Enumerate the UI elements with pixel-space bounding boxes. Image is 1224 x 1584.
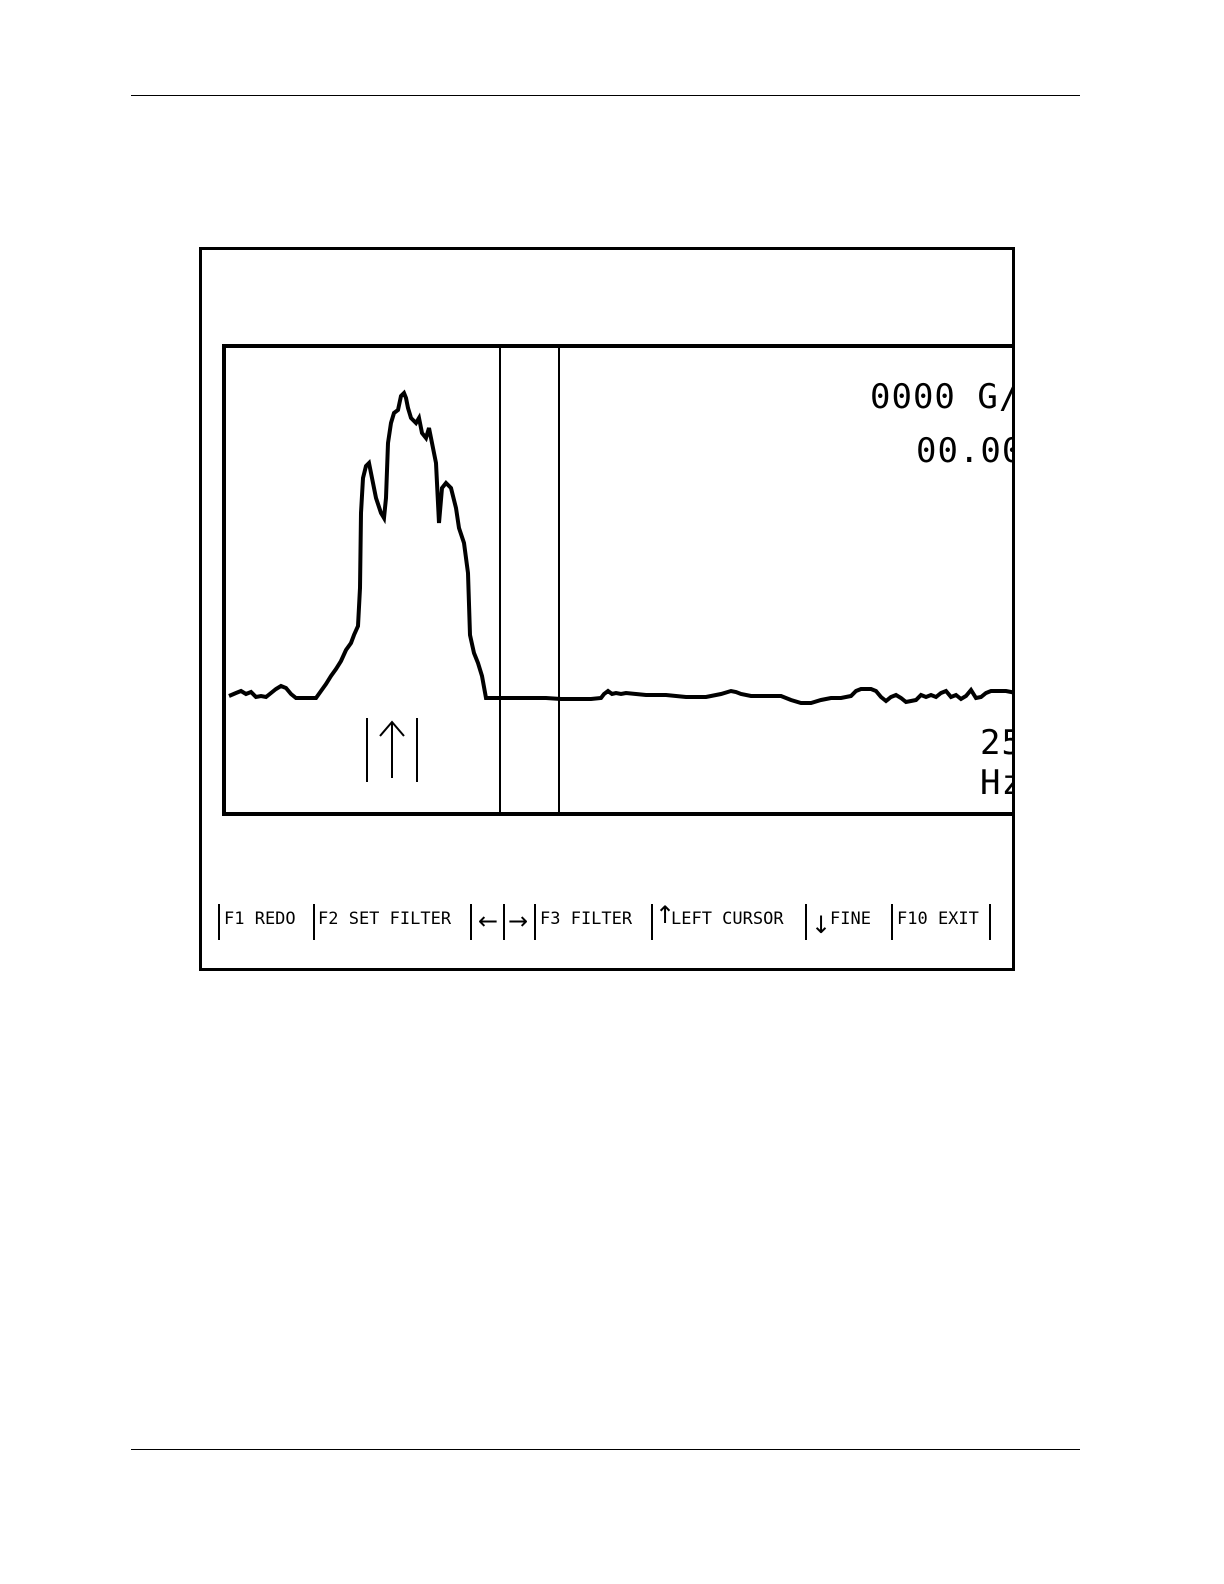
value-readout: 00.00	[916, 431, 1015, 471]
right-cursor-line[interactable]	[558, 348, 560, 812]
left-arrow-icon[interactable]: ←	[478, 907, 499, 935]
instrument-screen: 0000 G/I 00.00 25 Hz F1 REDO F2 SET FILT…	[199, 247, 1015, 971]
menu-separator	[218, 904, 220, 940]
right-arrow-icon[interactable]: →	[508, 907, 529, 935]
marker-left-bar	[366, 718, 368, 782]
function-key-menu: F1 REDO F2 SET FILTER ← → F3 FILTER ↑ LE…	[218, 901, 998, 941]
fine-key[interactable]: FINE	[830, 909, 871, 929]
gain-readout: 0000 G/I	[870, 377, 1012, 417]
spectrum-plot: 0000 G/I 00.00 25 Hz	[222, 344, 1015, 816]
menu-separator	[805, 904, 807, 940]
up-arrow-icon	[379, 720, 405, 778]
menu-separator	[534, 904, 536, 940]
frequency-unit: Hz	[980, 763, 1012, 803]
left-cursor-line[interactable]	[499, 348, 501, 812]
f10-exit-key[interactable]: F10 EXIT	[897, 909, 979, 929]
frequency-readout: 25	[980, 723, 1012, 763]
down-arrow-key-icon[interactable]: ↓	[811, 911, 832, 939]
f2-set-filter-key[interactable]: F2 SET FILTER	[318, 909, 452, 929]
menu-separator	[989, 904, 991, 940]
marker-right-bar	[416, 718, 418, 782]
menu-separator	[470, 904, 472, 940]
footer-rule	[131, 1449, 1080, 1450]
peak-marker	[362, 718, 420, 782]
menu-separator	[313, 904, 315, 940]
left-cursor-key[interactable]: LEFT CURSOR	[671, 909, 784, 929]
f3-filter-key[interactable]: F3 FILTER	[540, 909, 633, 929]
header-rule	[131, 95, 1080, 96]
menu-separator	[651, 904, 653, 940]
f1-redo-key[interactable]: F1 REDO	[224, 909, 296, 929]
up-arrow-key-icon[interactable]: ↑	[655, 901, 676, 929]
menu-separator	[891, 904, 893, 940]
menu-separator	[503, 904, 505, 940]
spectrum-trace	[228, 389, 1012, 705]
